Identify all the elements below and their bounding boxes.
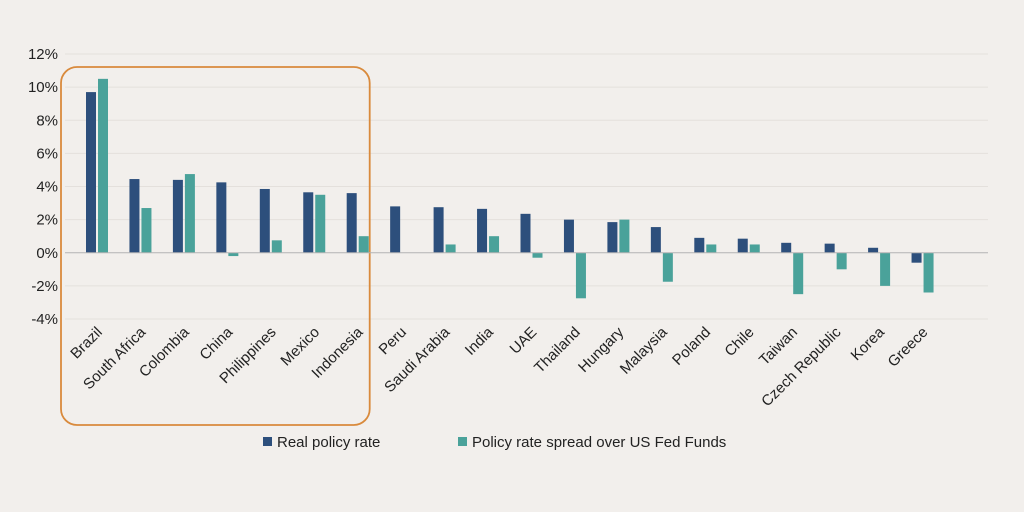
real-policy-rate-bar [868, 247, 879, 253]
real-policy-rate-bar [694, 237, 705, 253]
x-tick-label: Thailand [531, 324, 584, 377]
x-tick-label: Brazil [67, 324, 106, 363]
x-tick-label: Chile [721, 324, 757, 360]
y-tick-label: 8% [36, 112, 58, 129]
policy-rate-spread-bar [749, 244, 760, 253]
real-policy-rate-bar [390, 206, 401, 253]
x-tick-label: India [462, 323, 497, 358]
policy-rate-spread-bar [880, 252, 891, 286]
policy-rate-spread-bar [315, 194, 326, 253]
real-policy-rate-bar [781, 242, 792, 253]
x-tick-label: Korea [848, 323, 889, 364]
real-policy-rate-bar [563, 219, 574, 253]
real-policy-rate-bar [346, 193, 357, 253]
x-tick-label: UAE [506, 324, 540, 358]
x-tick-label: Poland [669, 324, 714, 369]
y-axis-ticks: 12% 10% 8% 6% 4% 2% 0% -2% -4% [28, 46, 58, 328]
real-policy-rate-bar [259, 188, 270, 253]
x-tick-label: Czech Republic [758, 323, 845, 410]
policy-rate-spread-bar [358, 236, 369, 253]
policy-rate-spread-bar [836, 252, 847, 270]
y-tick-label: 10% [28, 79, 58, 96]
y-tick-label: 0% [36, 245, 58, 262]
legend-label: Policy rate spread over US Fed Funds [472, 434, 726, 451]
real-policy-rate-bar [303, 192, 314, 253]
policy-rate-spread-bar [532, 252, 543, 258]
policy-rate-spread-bar [445, 244, 456, 253]
x-tick-label: Malaysia [617, 323, 671, 377]
real-policy-rate-bar [911, 252, 922, 263]
bars [86, 78, 934, 299]
real-policy-rate-bar [650, 227, 661, 253]
policy-rate-spread-bar [662, 252, 673, 282]
policy-rate-spread-bar [489, 236, 500, 253]
real-policy-rate-bar [824, 243, 835, 253]
real-policy-rate-bar [433, 207, 444, 253]
policy-rate-spread-bar [98, 78, 108, 253]
policy-rate-spread-bar [923, 252, 934, 293]
real-policy-rate-bar [86, 92, 96, 253]
legend-label: Real policy rate [277, 434, 380, 451]
legend: Real policy rate Policy rate spread over … [263, 434, 726, 451]
real-policy-rate-bar [477, 208, 488, 253]
y-tick-label: 2% [36, 212, 58, 229]
y-tick-label: -4% [31, 311, 58, 328]
highlight-box-layer [60, 66, 371, 426]
y-tick-label: 12% [28, 46, 58, 63]
x-tick-label: China [196, 323, 236, 363]
y-tick-label: 6% [36, 145, 58, 162]
policy-rate-spread-bar [271, 240, 282, 253]
gridlines [65, 53, 988, 320]
real-policy-rate-bar [129, 179, 140, 253]
highlight-box [60, 66, 371, 426]
real-policy-rate-bar [737, 238, 748, 253]
policy-rate-spread-bar [575, 252, 586, 299]
real-policy-rate-bar [172, 179, 183, 253]
y-tick-label: 4% [36, 179, 58, 196]
policy-rate-spread-bar [228, 252, 239, 257]
x-tick-label: Peru [376, 324, 410, 358]
real-policy-rate-bar [216, 182, 227, 253]
policy-rate-spread-bar [184, 174, 195, 253]
policy-rate-spread-bar [619, 219, 630, 253]
real-policy-rate-bar [520, 213, 531, 253]
legend-swatch [263, 437, 272, 446]
policy-rate-spread-bar [706, 244, 717, 253]
real-policy-rate-bar [607, 222, 618, 253]
policy-rate-spread-bar [793, 252, 804, 295]
x-tick-label: Greece [885, 324, 932, 371]
y-tick-label: -2% [31, 278, 58, 295]
policy-rate-spread-bar [141, 208, 152, 253]
legend-swatch [458, 437, 467, 446]
